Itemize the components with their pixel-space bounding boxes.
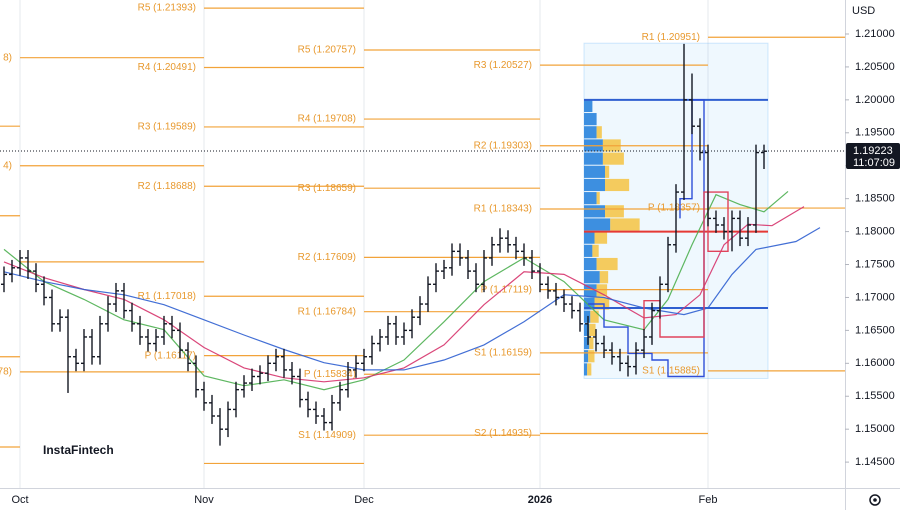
- profile-up: [584, 231, 595, 244]
- profile-up: [584, 336, 590, 350]
- y-tick-label: 1.17500: [855, 258, 895, 270]
- y-tick-label: 1.21000: [855, 28, 895, 40]
- y-tick-label: 1.18500: [855, 193, 895, 205]
- pivot-label: P (1.17119): [481, 284, 532, 295]
- profile-down: [592, 244, 599, 257]
- watermark: InstaFintech: [43, 443, 114, 457]
- profile-up: [584, 244, 593, 257]
- pivot-label: S1 (1.14909): [298, 430, 356, 441]
- x-tick-label: Feb: [699, 494, 718, 506]
- step-line: [643, 191, 729, 338]
- pivot-label: R1 (1.17018): [138, 291, 196, 302]
- countdown-label: 11:07:09: [853, 157, 895, 169]
- profile-down: [610, 218, 640, 231]
- x-tick-label: Oct: [11, 494, 28, 506]
- moving-average: [3, 190, 789, 391]
- profile-up: [584, 205, 605, 218]
- pivot-label: P (1.18357): [648, 203, 700, 214]
- profile-up: [584, 218, 611, 231]
- profile-up: [584, 310, 591, 323]
- pivot-label: P (1.16117): [145, 350, 196, 361]
- pivot-label: R5 (1.21393): [138, 3, 196, 14]
- y-tick-label: 1.16500: [855, 324, 895, 336]
- pivot-label: R1 (1.18343): [474, 204, 532, 215]
- profile-up: [584, 113, 597, 126]
- profile-down: [605, 205, 624, 218]
- profile-down: [599, 271, 609, 284]
- x-tick-label: 2026: [528, 494, 552, 506]
- profile-down: [596, 126, 602, 139]
- pivot-label: R1 (1.16784): [298, 306, 356, 317]
- pivot-label: R4 (1.20491): [138, 62, 196, 73]
- profile-down: [596, 284, 608, 297]
- profile-up: [584, 284, 597, 297]
- pivot-label: R3 (1.19589): [138, 122, 196, 133]
- step-line: [588, 99, 705, 378]
- profile-up: [584, 178, 605, 192]
- last-price-label: 1.19223: [853, 145, 893, 157]
- profile-down: [589, 323, 596, 336]
- pivot-label: R3 (1.18659): [298, 183, 356, 194]
- last-price-box: [846, 143, 900, 170]
- settings-icon-ring: [869, 494, 881, 506]
- profile-down: [596, 192, 600, 205]
- pivot-label: 78): [0, 367, 12, 378]
- profile-up: [584, 152, 603, 165]
- profile-down: [589, 336, 594, 350]
- pivot-label: 8): [3, 52, 12, 63]
- profile-up: [584, 257, 597, 271]
- profile-down: [596, 257, 618, 271]
- profile-up: [584, 126, 597, 139]
- profile-down: [605, 178, 630, 192]
- pivot-label: R5 (1.20757): [298, 45, 356, 56]
- plot-area: 8) 4) 78) R5 (1.21393) R4 (1.20491) R3 (1.195…: [0, 0, 845, 488]
- pivot-label: S2 (1.14935): [474, 428, 532, 439]
- profile-down: [594, 231, 608, 244]
- settings-icon[interactable]: [869, 494, 881, 506]
- profile-down: [605, 165, 610, 178]
- y-tick-label: 1.14500: [855, 456, 895, 468]
- watermark-box: [35, 438, 115, 462]
- pivot-label: R4 (1.19708): [298, 114, 356, 125]
- pivot-label: R2 (1.17609): [298, 252, 356, 263]
- y-tick-label: 1.15500: [855, 390, 895, 402]
- currency-label[interactable]: USD: [852, 5, 875, 17]
- profile-down: [590, 310, 599, 323]
- y-tick-label: 1.20500: [855, 61, 895, 73]
- y-tick-label: 1.17000: [855, 291, 895, 303]
- profile-down: [588, 350, 595, 363]
- profile-up: [584, 99, 593, 113]
- pivot-label: S1 (1.16159): [474, 347, 532, 358]
- pivot-label: P (1.15834): [304, 369, 356, 380]
- y-tick-label: 1.20000: [855, 94, 895, 106]
- profile-down: [587, 363, 592, 376]
- y-tick-label: 1.19500: [855, 127, 895, 139]
- profile-up: [584, 165, 605, 178]
- y-tick-label: 1.16000: [855, 357, 895, 369]
- axes: Oct Nov Dec 2026 Feb 1.21000 1.20500 1.20000 1.1…: [11, 28, 900, 506]
- profile-up: [584, 323, 590, 336]
- settings-icon-dot: [873, 498, 877, 502]
- profile-up: [584, 192, 597, 205]
- moving-average: [3, 206, 805, 383]
- profile-down: [602, 152, 624, 165]
- pivot-label: 4): [3, 160, 12, 171]
- pivot-label: R2 (1.18688): [138, 181, 196, 192]
- y-tick-label: 1.15000: [855, 423, 895, 435]
- profile-up: [584, 271, 600, 284]
- profile-up: [584, 363, 588, 376]
- pivot-label: S1 (1.15885): [642, 366, 700, 377]
- pivot-label: R3 (1.20527): [474, 60, 532, 71]
- x-tick-label: Nov: [194, 494, 214, 506]
- pivot-label: R1 (1.20951): [642, 32, 700, 43]
- y-tick-label: 1.18000: [855, 225, 895, 237]
- pivot-label: R2 (1.19303): [474, 140, 532, 151]
- moving-average: [3, 227, 821, 371]
- profile-up: [584, 350, 589, 363]
- x-tick-label: Dec: [354, 494, 374, 506]
